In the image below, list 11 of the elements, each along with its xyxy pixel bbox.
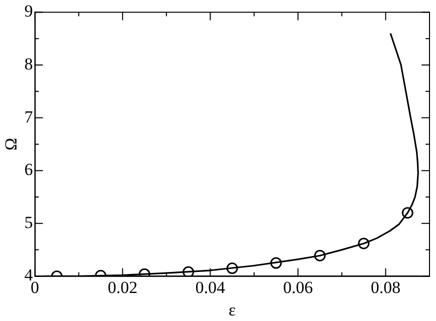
x-tick-label: 0.06 bbox=[283, 278, 313, 297]
y-axis-title: Ω bbox=[2, 138, 21, 151]
y-tick-label: 9 bbox=[24, 2, 33, 21]
x-axis-title: ε bbox=[228, 300, 236, 320]
y-tick-label: 7 bbox=[24, 107, 34, 126]
x-tick-label: 0.02 bbox=[108, 278, 138, 297]
y-tick-label: 5 bbox=[24, 212, 33, 232]
x-tick-label: 0.08 bbox=[370, 278, 401, 297]
y-tick-label: 6 bbox=[24, 160, 33, 180]
x-tick-label: 0.04 bbox=[195, 278, 226, 297]
y-tick-label: 8 bbox=[24, 54, 33, 74]
